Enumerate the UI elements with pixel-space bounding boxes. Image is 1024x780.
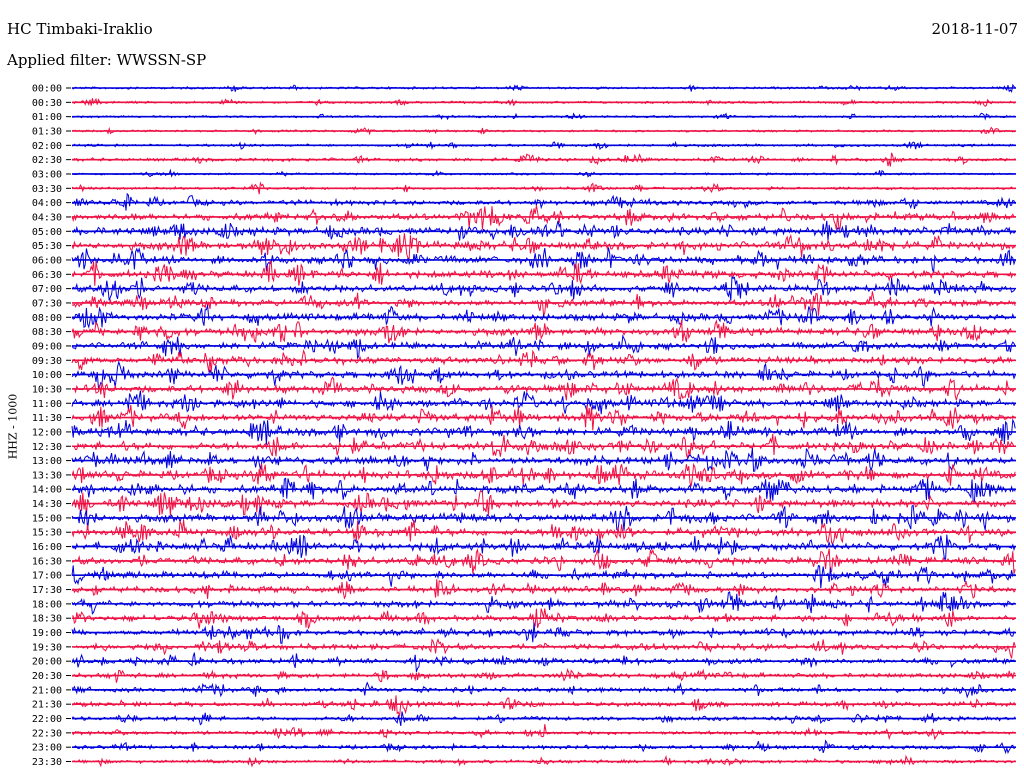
row-label-0530: 05:30: [32, 241, 62, 252]
row-label-1930: 19:30: [32, 642, 62, 653]
trace-2000: [71, 652, 1016, 672]
row-label-1600: 16:00: [32, 542, 62, 553]
row-label-2030: 20:30: [32, 671, 62, 682]
row-label-2130: 21:30: [32, 700, 62, 711]
trace-1930: [71, 637, 1016, 659]
row-label-0800: 08:00: [32, 313, 62, 324]
trace-1100: [71, 390, 1016, 415]
trace-0800: [71, 305, 1016, 329]
row-label-0700: 07:00: [32, 284, 62, 295]
trace-1700: [71, 564, 1016, 589]
row-label-2230: 22:30: [32, 728, 62, 739]
row-label-2100: 21:00: [32, 685, 62, 696]
trace-0930: [71, 348, 1016, 373]
row-label-1800: 18:00: [32, 599, 62, 610]
row-label-1230: 12:30: [32, 442, 62, 453]
row-label-1300: 13:00: [32, 456, 62, 467]
row-label-1000: 10:00: [32, 370, 62, 381]
trace-1630: [72, 547, 1016, 574]
applied-filter: Applied filter: WWSSN-SP: [7, 51, 207, 69]
trace-2130: [72, 695, 1016, 717]
row-label-2000: 20:00: [32, 657, 62, 668]
row-label-0930: 09:30: [32, 356, 62, 367]
row-label-0030: 00:30: [32, 98, 62, 109]
row-label-0830: 08:30: [32, 327, 62, 338]
trace-0600: [71, 247, 1016, 274]
trace-0900: [71, 334, 1016, 360]
row-label-1400: 14:00: [32, 485, 62, 496]
row-label-1330: 13:30: [32, 470, 62, 481]
trace-1400: [71, 477, 1016, 503]
trace-0700: [71, 275, 1016, 301]
trace-1300: [71, 447, 1016, 472]
trace-1330: [71, 462, 1016, 487]
trace-1730: [71, 579, 1016, 600]
row-label-0600: 06:00: [32, 255, 62, 266]
row-label-1200: 12:00: [32, 427, 62, 438]
row-label-0500: 05:00: [32, 227, 62, 238]
trace-1530: [71, 519, 1016, 544]
row-label-0130: 01:30: [32, 126, 62, 137]
record-date: 2018-11-07: [931, 20, 1018, 38]
row-label-1530: 15:30: [32, 528, 62, 539]
row-label-0630: 06:30: [32, 270, 62, 281]
row-label-1900: 19:00: [32, 628, 62, 639]
row-label-1030: 10:30: [32, 384, 62, 395]
row-label-0430: 04:30: [32, 212, 62, 223]
row-label-0000: 00:00: [32, 84, 62, 95]
row-label-1500: 15:00: [32, 513, 62, 524]
row-label-0400: 04:00: [32, 198, 62, 209]
trace-0400: [71, 192, 1016, 211]
row-label-2200: 22:00: [32, 714, 62, 725]
row-label-2300: 23:00: [32, 743, 62, 754]
row-label-1730: 17:30: [32, 585, 62, 596]
row-label-0230: 02:30: [32, 155, 62, 166]
row-label-1100: 11:00: [32, 399, 62, 410]
row-label-1700: 17:00: [32, 571, 62, 582]
row-label-0900: 09:00: [32, 341, 62, 352]
row-label-1130: 11:30: [32, 413, 62, 424]
station-title: HC Timbaki-Iraklio: [7, 20, 153, 38]
trace-0430: [71, 205, 1016, 230]
row-label-1830: 18:30: [32, 614, 62, 625]
row-label-0730: 07:30: [32, 298, 62, 309]
row-label-0300: 03:00: [32, 169, 62, 180]
row-label-0200: 02:00: [32, 141, 62, 152]
row-label-1430: 14:30: [32, 499, 62, 510]
row-label-0330: 03:30: [32, 184, 62, 195]
trace-2230: [71, 724, 1016, 741]
trace-1800: [71, 591, 1016, 615]
row-label-0100: 01:00: [32, 112, 62, 123]
row-label-2330: 23:30: [32, 757, 62, 768]
row-label-1630: 16:30: [32, 556, 62, 567]
